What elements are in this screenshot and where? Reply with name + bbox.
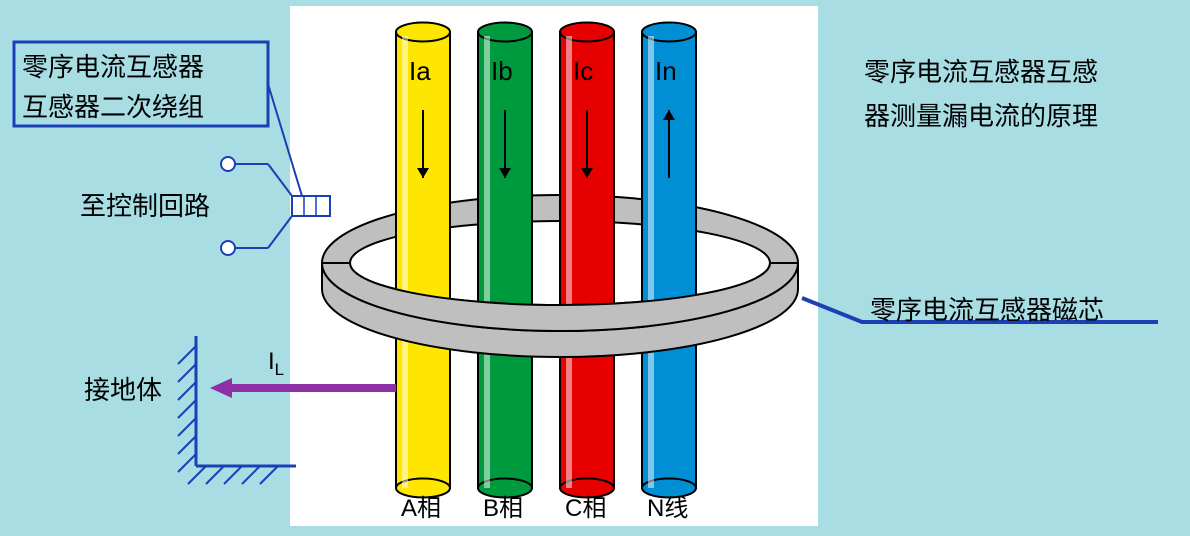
bottom-label-n: N线 <box>647 495 688 522</box>
right-title-line2: 器测量漏电流的原理 <box>864 96 1098 133</box>
conductor-c <box>560 23 614 498</box>
conductor-n <box>642 23 696 498</box>
top-label-a: Ia <box>409 56 431 86</box>
bottom-label-c: C相 <box>565 495 606 522</box>
conductor-b <box>478 23 532 498</box>
winding-terminal-1 <box>221 157 235 171</box>
control-label: 至控制回路 <box>80 186 210 223</box>
bottom-label-b: B相 <box>483 495 523 522</box>
top-label-b: Ib <box>491 56 513 86</box>
box-left-line2: 互感器二次绕组 <box>22 87 204 124</box>
winding-terminal-2 <box>221 241 235 255</box>
right-title-line1: 零序电流互感器互感 <box>864 52 1098 89</box>
top-label-n: In <box>655 56 677 86</box>
box-left-line1: 零序电流互感器 <box>22 47 204 84</box>
bottom-label-a: A相 <box>401 495 441 522</box>
top-label-c: Ic <box>573 56 593 86</box>
core-label: 零序电流互感器磁芯 <box>870 290 1104 327</box>
leak-current-label: IL <box>268 348 284 380</box>
conductor-a <box>396 23 450 498</box>
panel <box>290 6 818 526</box>
ground-label: 接地体 <box>84 370 162 407</box>
